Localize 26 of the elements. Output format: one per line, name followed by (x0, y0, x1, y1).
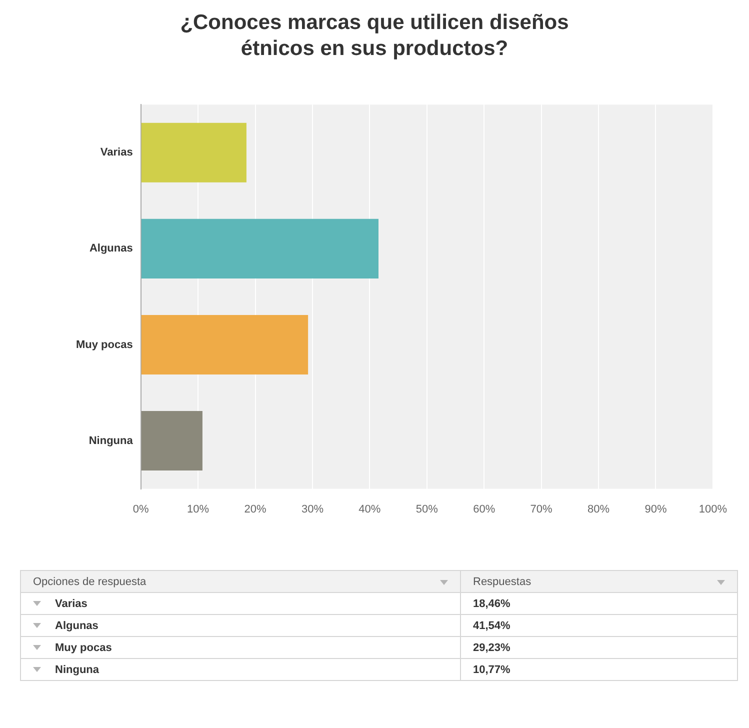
y-tick-label: Varias (100, 146, 133, 159)
chart-title: ¿Conoces marcas que utilicen diseños étnicos en sus productos? (179, 10, 570, 62)
x-tick-label: 40% (358, 503, 381, 516)
text: 41,54% (473, 620, 510, 632)
x-tick-label: 30% (301, 503, 324, 516)
x-tick-label: 70% (530, 503, 553, 516)
text: 18,46% (473, 598, 510, 610)
text: 10,77% (473, 664, 510, 676)
x-tick-label: 60% (473, 503, 496, 516)
category-label: Muy pocas (55, 642, 112, 654)
category-label: Varias (55, 598, 88, 610)
y-tick-label: Algunas (89, 242, 133, 255)
x-tick-label: 100% (698, 503, 728, 516)
x-tick-label: 20% (244, 503, 266, 516)
x-tick-label: 80% (588, 503, 610, 516)
x-tick-label: 50% (416, 503, 438, 516)
category-label: Algunas (55, 620, 98, 632)
x-tick-label: 0% (132, 503, 150, 516)
x-tick-label: 10% (187, 503, 210, 516)
text: Respuestas (473, 576, 532, 588)
text: Opciones de respuesta (33, 576, 146, 588)
y-tick-label: Ninguna (88, 434, 134, 447)
x-tick-label: 90% (644, 503, 667, 516)
text: 29,23% (473, 642, 510, 654)
category-label: Ninguna (55, 664, 99, 676)
y-tick-label: Muy pocas (76, 338, 133, 351)
